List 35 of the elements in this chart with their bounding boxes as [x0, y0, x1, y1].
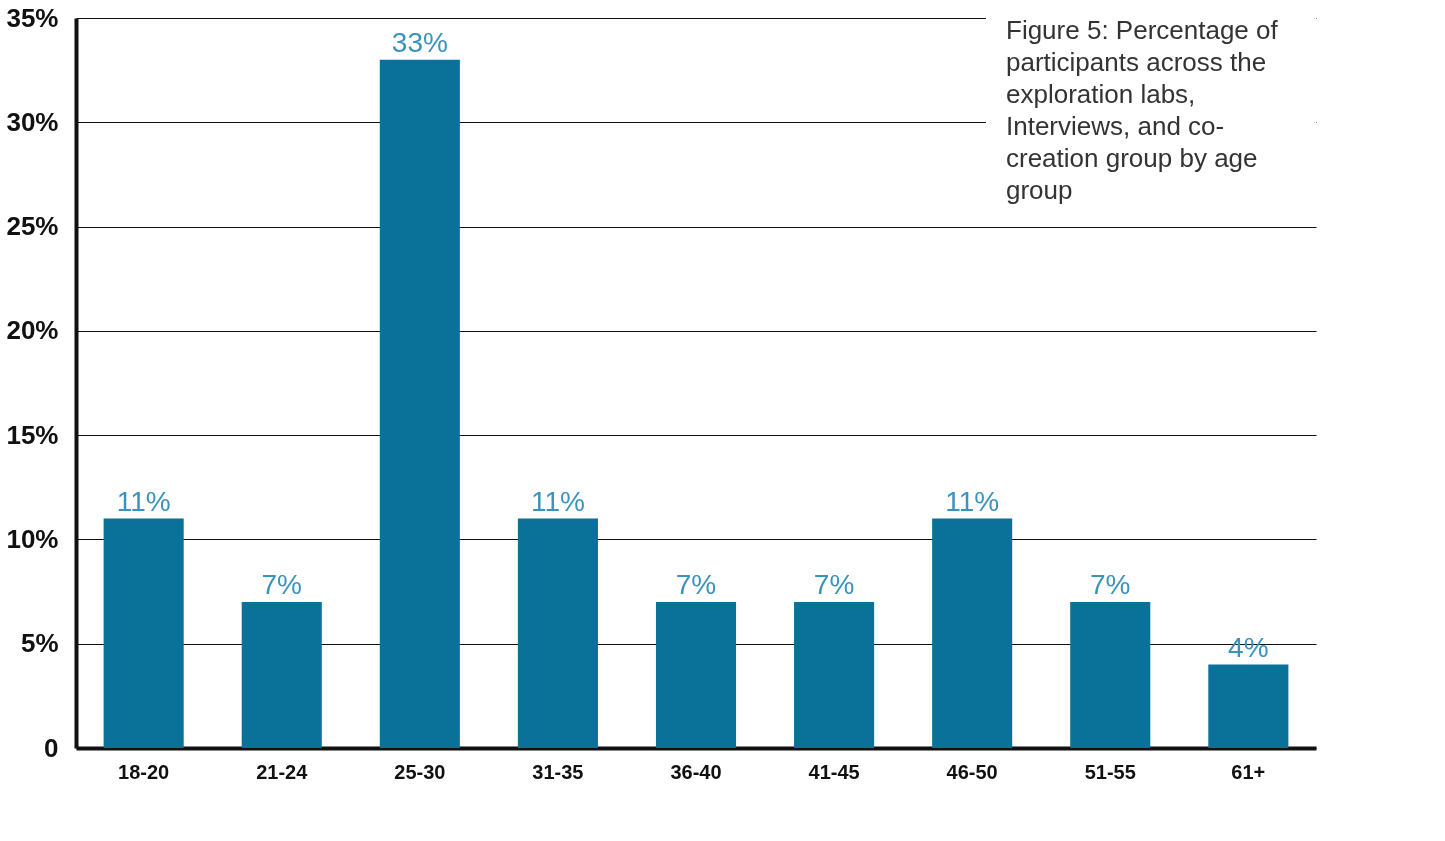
bar — [794, 602, 875, 748]
x-tick-label: 25-30 — [394, 760, 446, 783]
x-tick-label: 36-40 — [670, 760, 722, 783]
x-tick-label: 21-24 — [256, 760, 309, 783]
bar — [517, 518, 598, 748]
y-tick-label: 15% — [6, 419, 59, 450]
bar — [241, 602, 322, 748]
data-label: 33% — [391, 26, 448, 58]
x-tick-label: 18-20 — [118, 760, 170, 783]
bar — [1070, 602, 1151, 748]
y-tick-label: 20% — [6, 315, 59, 346]
bar — [932, 518, 1013, 748]
x-tick-label: 61+ — [1231, 760, 1266, 783]
bar — [103, 518, 184, 748]
y-tick-label: 0 — [44, 732, 59, 763]
x-tick-label: 51-55 — [1084, 760, 1136, 783]
y-tick-label: 35% — [6, 2, 59, 33]
data-label: 11% — [945, 485, 1000, 517]
data-label: 7% — [675, 569, 717, 600]
data-label: 7% — [261, 569, 302, 600]
x-tick-label: 46-50 — [946, 760, 998, 783]
bar — [1208, 664, 1289, 748]
bar — [379, 59, 460, 748]
data-label: 7% — [813, 569, 855, 600]
x-tick-label: 31-35 — [532, 760, 584, 783]
y-tick-label: 10% — [6, 523, 59, 554]
data-label: 11% — [530, 485, 585, 517]
x-tick-label: 41-45 — [808, 760, 860, 783]
text: Figure 5: Percentage of participants across the exploration labs, Interviews, and co-creation group by age group — [1006, 15, 1279, 205]
y-tick-label: 30% — [6, 106, 59, 137]
data-label: 7% — [1090, 569, 1131, 600]
bar — [655, 602, 737, 748]
y-tick-label: 5% — [20, 628, 59, 659]
y-tick-label: 25% — [6, 211, 59, 242]
data-label: 11% — [116, 485, 171, 517]
